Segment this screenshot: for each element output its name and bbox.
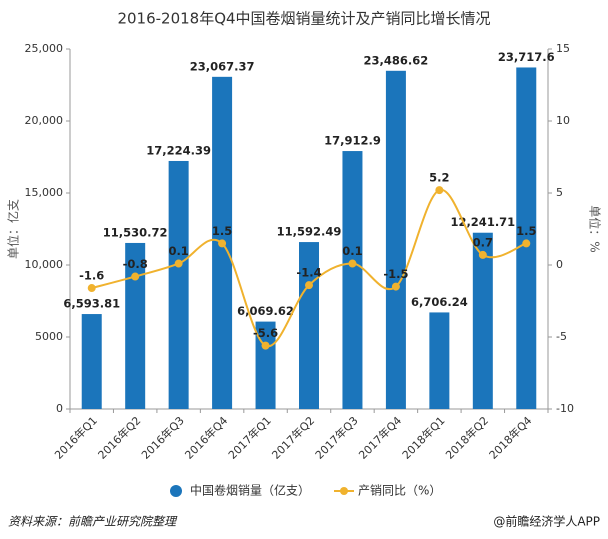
bar: [472, 232, 493, 409]
y2-axis-title: 单位：%: [588, 205, 603, 252]
legend-swatch: [170, 485, 182, 497]
y-tick-label: 25,000: [25, 42, 64, 55]
x-tick-label: 2017年Q3: [312, 413, 361, 462]
y2-tick-label: 15: [556, 42, 570, 55]
x-tick-label: 2018年Q4: [486, 413, 535, 462]
bar: [516, 67, 537, 410]
line-marker: [435, 186, 444, 195]
bar-value-label: 17,912.9: [324, 134, 381, 148]
y2-tick-label: -10: [556, 402, 574, 415]
bar-value-label: 11,530.72: [103, 225, 168, 239]
line-value-label: -1.5: [383, 267, 408, 281]
legend-swatch: [340, 487, 348, 495]
source-note: 资料来源：前瞻产业研究院整理: [8, 515, 178, 529]
line-marker: [391, 282, 400, 291]
y-tick-label: 5000: [35, 330, 63, 343]
x-tick-label: 2017年Q4: [356, 413, 405, 462]
bar-value-label: 12,241.71: [450, 215, 515, 229]
x-tick-label: 2018年Q1: [399, 413, 448, 462]
y2-tick-label: 10: [556, 114, 570, 127]
legend-label: 中国卷烟销量（亿支）: [190, 483, 310, 498]
bar-value-label: 23,067.37: [190, 59, 255, 73]
x-tick-label: 2016年Q1: [51, 413, 100, 462]
bar-value-label: 23,486.62: [364, 53, 429, 67]
line-value-label: 0.1: [342, 244, 362, 258]
line-marker: [174, 259, 183, 268]
y2-tick-label: 5: [556, 186, 563, 199]
bar-value-label: 6,593.81: [63, 297, 120, 311]
bar: [429, 312, 450, 409]
y-tick-label: 0: [56, 402, 63, 415]
y-tick-label: 10,000: [25, 258, 64, 271]
y-tick-label: 20,000: [25, 114, 64, 127]
credit: @前瞻经济学人APP: [493, 514, 600, 529]
line-value-label: 0.1: [168, 244, 188, 258]
bar: [299, 242, 319, 409]
y-tick-label: 15,000: [25, 186, 64, 199]
bar-value-label: 17,224.39: [146, 143, 211, 157]
line-marker: [478, 250, 487, 259]
line-value-label: 1.5: [516, 224, 536, 238]
line-value-label: 0.7: [473, 235, 493, 249]
line-marker: [522, 239, 531, 248]
bar: [255, 321, 276, 409]
x-tick-label: 2017年Q1: [225, 413, 274, 462]
bar: [81, 314, 102, 409]
x-tick-label: 2016年Q3: [138, 413, 187, 462]
y2-tick-label: -5: [556, 330, 567, 343]
line-marker: [131, 272, 140, 281]
x-tick-label: 2017年Q2: [269, 413, 318, 462]
line-value-label: 1.5: [212, 224, 232, 238]
bar-value-label: 23,717.6: [498, 50, 555, 64]
chart-title: 2016-2018年Q4中国卷烟销量统计及产销同比增长情况: [117, 10, 490, 28]
line-value-label: -1.4: [296, 266, 321, 280]
line-marker: [261, 341, 270, 350]
x-tick-label: 2018年Q2: [443, 413, 492, 462]
line-value-label: -5.6: [253, 326, 278, 340]
y-axis-title: 单位：亿支: [6, 199, 21, 259]
legend-label: 产销同比（%）: [358, 484, 441, 498]
line-marker: [218, 239, 227, 248]
bar: [168, 160, 189, 409]
x-tick-label: 2016年Q2: [95, 413, 144, 462]
line-marker: [87, 284, 96, 293]
line-marker: [305, 281, 313, 290]
bar: [125, 242, 146, 409]
y2-tick-label: 0: [556, 258, 563, 271]
bar-value-label: 6,706.24: [411, 295, 468, 309]
bar: [385, 70, 406, 410]
bar-value-label: 11,592.49: [277, 225, 342, 239]
line-value-label: 5.2: [429, 171, 449, 185]
line-marker: [348, 259, 357, 268]
line-value-label: -0.8: [123, 257, 148, 271]
x-tick-label: 2016年Q4: [182, 413, 231, 462]
line-value-label: -1.6: [79, 269, 104, 283]
bar: [342, 151, 363, 409]
bar-value-label: 6,069.62: [237, 304, 294, 318]
